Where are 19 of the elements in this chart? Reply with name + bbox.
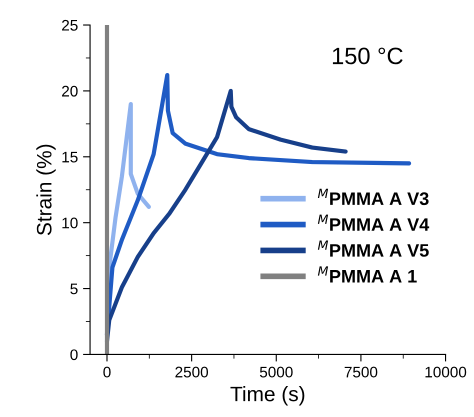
y-axis-title: Strain (%) bbox=[36, 144, 56, 236]
y-tick-label: 5 bbox=[70, 284, 78, 294]
y-tick-label: 0 bbox=[70, 349, 78, 360]
x-tick-label: 7500 bbox=[344, 366, 378, 378]
annotation: 150 °C bbox=[332, 48, 403, 64]
x-tick-label: 5000 bbox=[260, 366, 293, 378]
y-tick-label: 15 bbox=[62, 152, 78, 162]
y-tick-label: 25 bbox=[62, 20, 78, 31]
legend-label: $^{M}$PMMA A 1 bbox=[318, 266, 417, 282]
x-tick-label: 10000 bbox=[425, 366, 466, 378]
legend-label: $^{M}$PMMA A V4 bbox=[318, 214, 430, 231]
x-tick-label: 0 bbox=[103, 366, 111, 378]
legend-label: $^{M}$PMMA A V3 bbox=[318, 188, 429, 206]
y-tick-label: 20 bbox=[62, 86, 78, 97]
x-axis-title: Time (s) bbox=[230, 386, 304, 406]
y-tick-label: 10 bbox=[62, 218, 78, 228]
line-series bbox=[104, 25, 110, 354]
x-tick-label: 2500 bbox=[175, 366, 208, 378]
legend-label: $^{M}$PMMA A V5 bbox=[318, 240, 429, 257]
